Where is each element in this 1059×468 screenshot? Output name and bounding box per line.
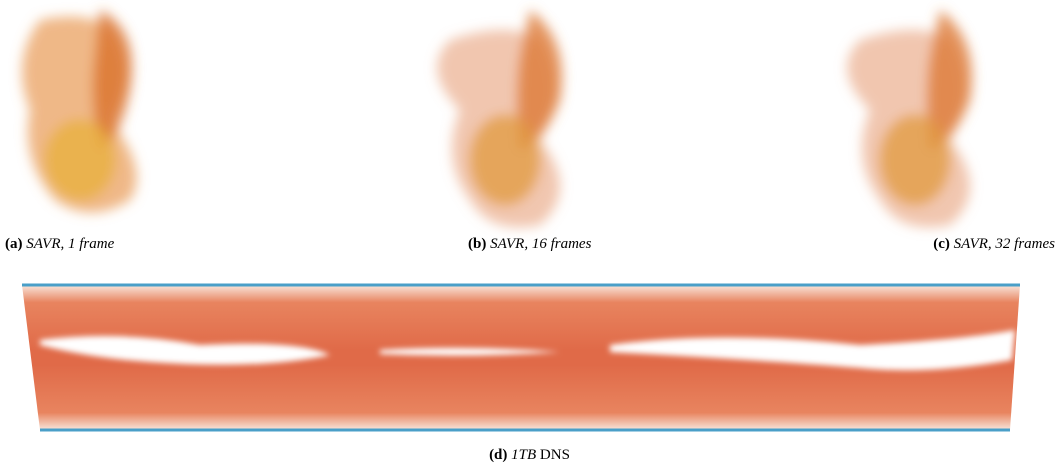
image-d (22, 285, 1020, 430)
image-a (22, 10, 137, 213)
image-b (437, 10, 562, 227)
image-c (847, 10, 972, 227)
caption-label: (a) (5, 236, 23, 252)
caption-text: DNS (540, 447, 570, 463)
caption-label: (d) (489, 447, 507, 463)
caption-text: SAVR, 32 frames (954, 236, 1055, 252)
figure-images (0, 0, 1059, 468)
caption-text: SAVR, 1 frame (26, 236, 114, 252)
caption-b: (b) SAVR, 16 frames (468, 236, 591, 253)
caption-label: (c) (933, 236, 950, 252)
caption-a: (a) SAVR, 1 frame (5, 236, 114, 253)
figure: (a) SAVR, 1 frame (b) SAVR, 16 frames (c… (0, 0, 1059, 468)
caption-d: (d) 1TB DNS (0, 447, 1059, 464)
caption-label: (b) (468, 236, 486, 252)
caption-text: 1TB (511, 447, 536, 463)
caption-c: (c) SAVR, 32 frames (933, 236, 1055, 253)
caption-text: SAVR, 16 frames (490, 236, 591, 252)
